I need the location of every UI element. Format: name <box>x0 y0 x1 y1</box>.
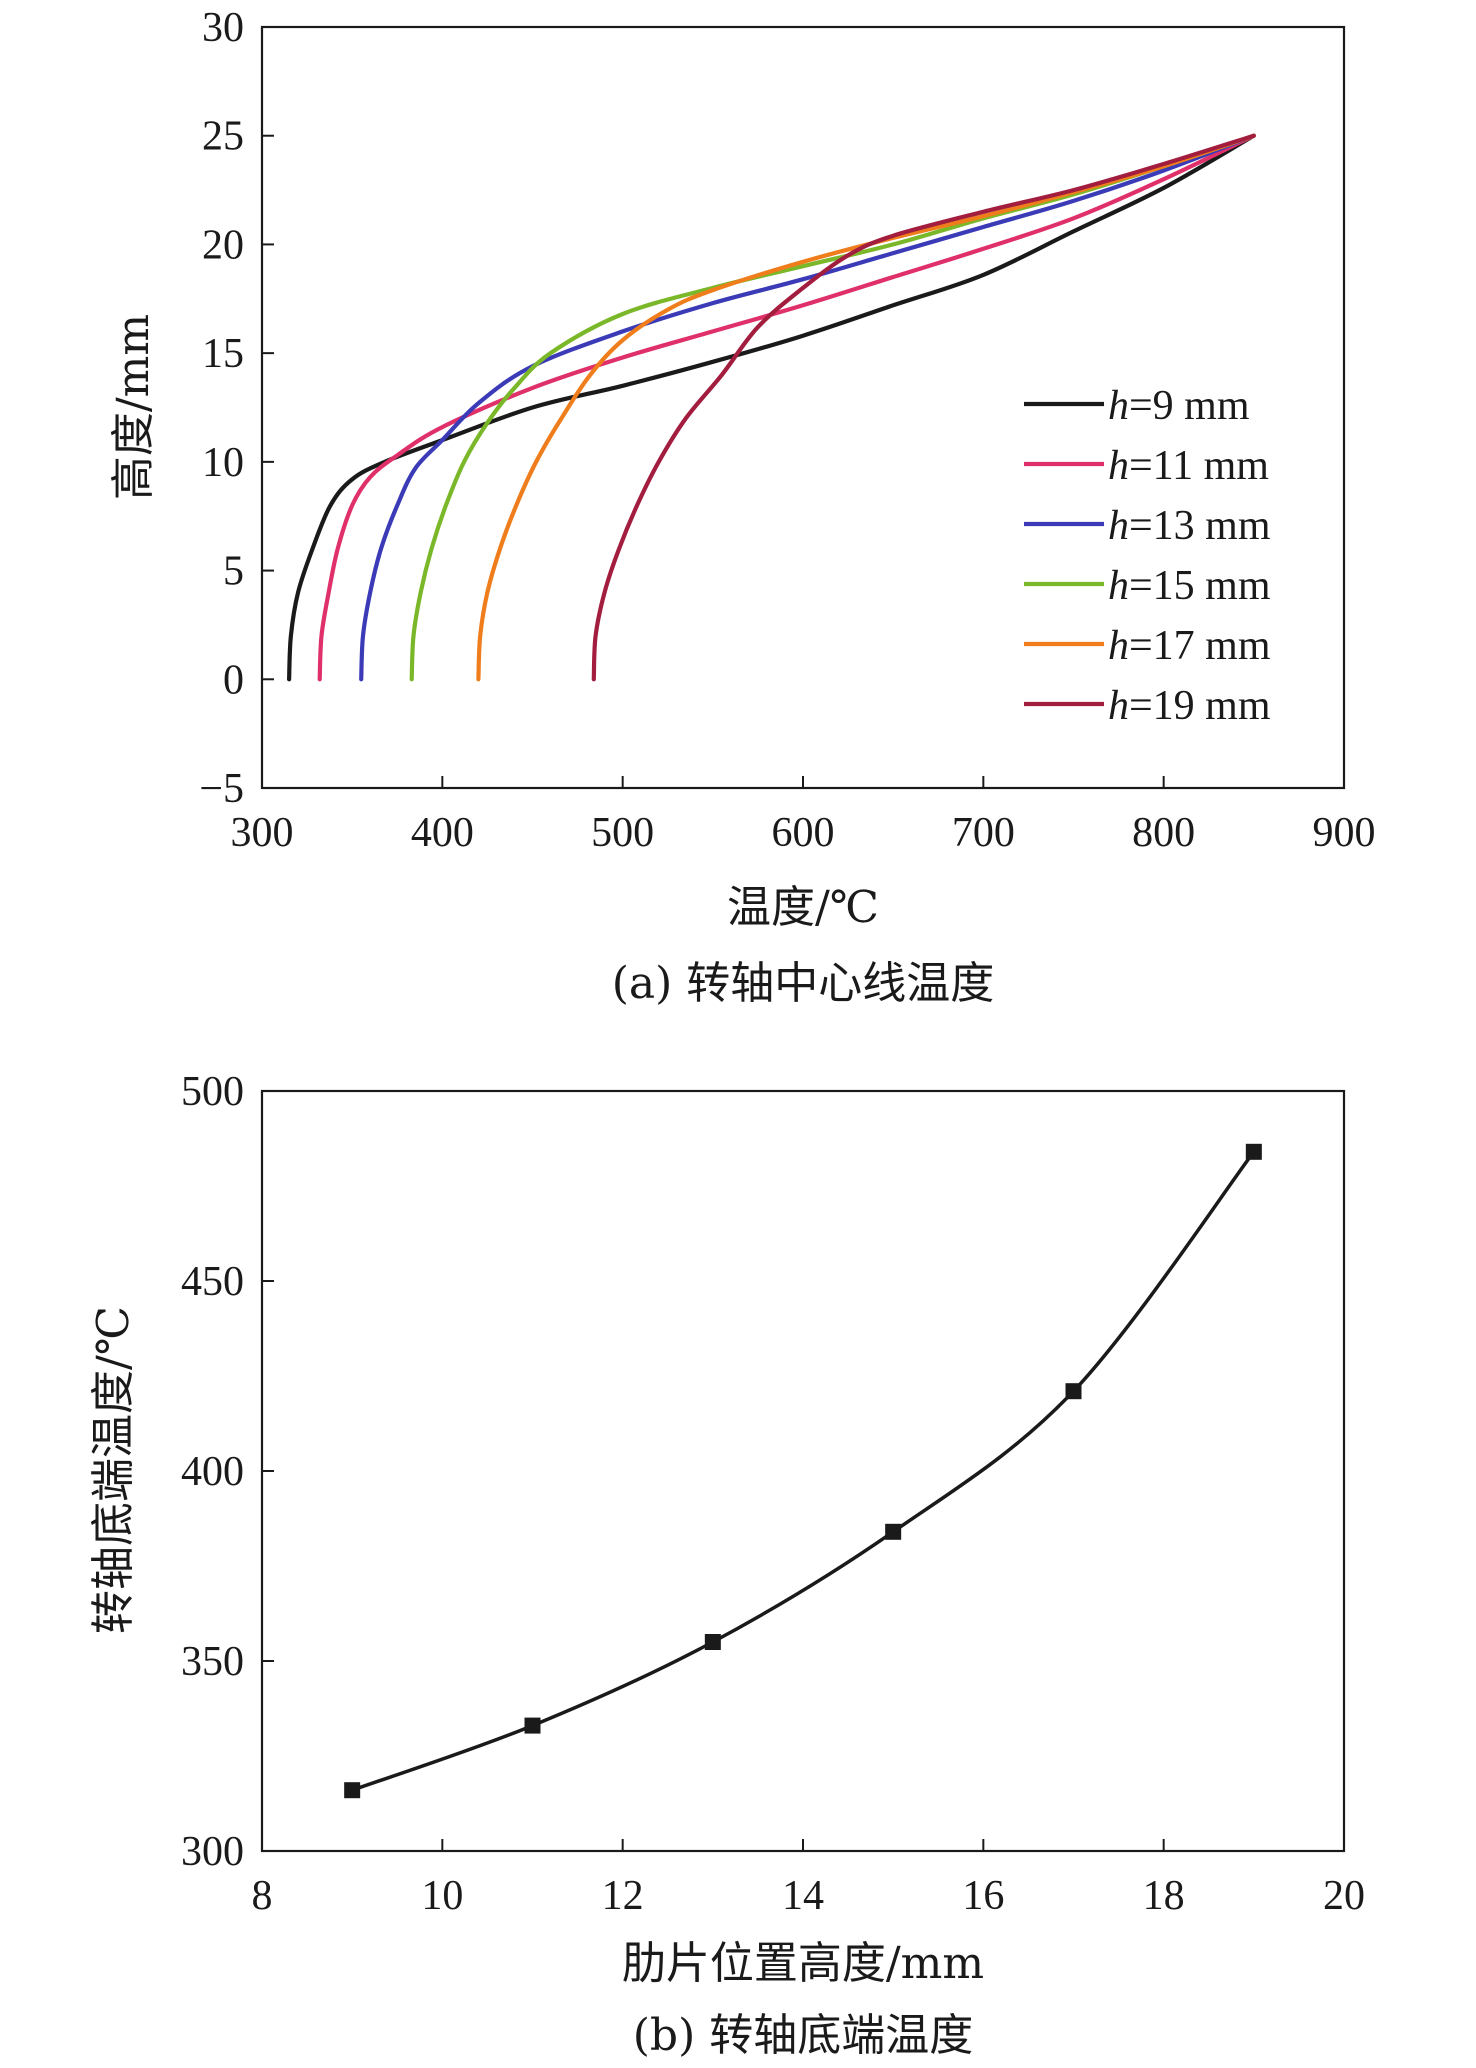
series-line-h-17-mm <box>476 133 1256 682</box>
legend-item: h=15 mm <box>1024 563 1271 609</box>
legend-label-rest: =15 mm <box>1129 563 1271 609</box>
legend-label-rest: =17 mm <box>1129 623 1271 669</box>
legend-label-rest: =11 mm <box>1129 443 1269 489</box>
chart-b-y-axis: 300 350 400 450 500 <box>181 1069 274 1875</box>
x-tick-label: 16 <box>962 1873 1004 1919</box>
legend-label-var: h <box>1108 563 1129 609</box>
series-line-h-19-mm <box>591 133 1256 682</box>
legend-label: h=9 mm <box>1108 383 1250 429</box>
legend-label: h=15 mm <box>1108 563 1271 609</box>
series-line <box>351 1150 1256 1792</box>
data-point-marker <box>704 1634 721 1650</box>
legend-item: h=19 mm <box>1024 683 1271 729</box>
y-tick-label: 500 <box>181 1069 244 1115</box>
legend-item: h=13 mm <box>1024 503 1271 549</box>
x-tick-label: 500 <box>591 810 654 856</box>
x-tick-label: 800 <box>1132 810 1195 856</box>
legend-label-var: h <box>1108 623 1129 669</box>
legend-label: h=19 mm <box>1108 683 1271 729</box>
legend-item: h=11 mm <box>1024 443 1269 489</box>
legend-label: h=13 mm <box>1108 503 1271 549</box>
chart-a-y-axis: −5 0 5 10 15 20 25 30 <box>199 5 274 812</box>
y-tick-label: 350 <box>181 1639 244 1685</box>
chart-b-y-axis-label: 转轴底端温度/℃ <box>88 1306 139 1634</box>
chart-a-legend: h=9 mmh=11 mmh=13 mmh=15 mmh=17 mmh=19 m… <box>1024 383 1271 729</box>
x-tick-label: 14 <box>782 1873 824 1919</box>
x-tick-label: 20 <box>1323 1873 1365 1919</box>
x-tick-label: 700 <box>952 810 1015 856</box>
data-point-marker <box>1065 1383 1082 1400</box>
x-tick-label: 12 <box>602 1873 644 1919</box>
y-tick-label: 30 <box>202 5 244 51</box>
legend-label-rest: =19 mm <box>1129 683 1271 729</box>
series-line-h-11-mm <box>317 133 1256 682</box>
chart-b-series <box>344 1143 1262 1799</box>
legend-item: h=17 mm <box>1024 623 1271 669</box>
x-tick-label: 10 <box>421 1873 463 1919</box>
legend-label: h=17 mm <box>1108 623 1271 669</box>
y-tick-label: 0 <box>223 657 244 703</box>
x-tick-label: 600 <box>772 810 835 856</box>
chart-a-x-axis: 300 400 500 600 700 800 900 <box>231 776 1376 856</box>
y-tick-label: 450 <box>181 1259 244 1305</box>
legend-label: h=11 mm <box>1108 443 1269 489</box>
legend-label-var: h <box>1108 443 1129 489</box>
y-tick-label: −5 <box>199 766 244 812</box>
x-tick-label: 900 <box>1313 810 1376 856</box>
legend-item: h=9 mm <box>1024 383 1250 429</box>
y-tick-label: 300 <box>181 1829 244 1875</box>
chart-a-caption: (a) 转轴中心线温度 <box>612 958 995 1009</box>
y-tick-label: 15 <box>202 331 244 377</box>
legend-label-rest: =13 mm <box>1129 503 1271 549</box>
data-point-marker <box>524 1717 541 1734</box>
data-point-marker <box>885 1523 902 1540</box>
data-point-marker <box>1245 1143 1262 1160</box>
x-tick-label: 300 <box>231 810 294 856</box>
legend-label-var: h <box>1108 683 1129 729</box>
chart-b-x-axis-label: 肋片位置高度/mm <box>622 1938 984 1989</box>
y-tick-label: 25 <box>202 114 244 160</box>
x-tick-label: 400 <box>411 810 474 856</box>
chart-a-series <box>287 133 1256 682</box>
y-tick-label: 10 <box>202 440 244 486</box>
chart-b-caption: (b) 转轴底端温度 <box>633 2010 973 2061</box>
chart-a-y-axis-label: 高度/mm <box>108 314 159 500</box>
series-line-h-9-mm <box>287 133 1256 682</box>
data-point-marker <box>344 1782 361 1799</box>
legend-label-var: h <box>1108 383 1129 429</box>
y-tick-label: 5 <box>223 549 244 595</box>
chart-a-x-axis-label: 温度/℃ <box>727 882 879 933</box>
chart-b-plot-frame <box>260 1089 1346 1853</box>
y-tick-label: 20 <box>202 222 244 268</box>
chart-b-x-axis: 8 10 12 14 16 18 20 <box>252 1839 1365 1919</box>
series-line-h-13-mm <box>359 133 1256 682</box>
x-tick-label: 18 <box>1143 1873 1185 1919</box>
y-tick-label: 400 <box>181 1449 244 1495</box>
legend-label-rest: =9 mm <box>1129 383 1250 429</box>
x-tick-label: 8 <box>252 1873 273 1919</box>
legend-label-var: h <box>1108 503 1129 549</box>
